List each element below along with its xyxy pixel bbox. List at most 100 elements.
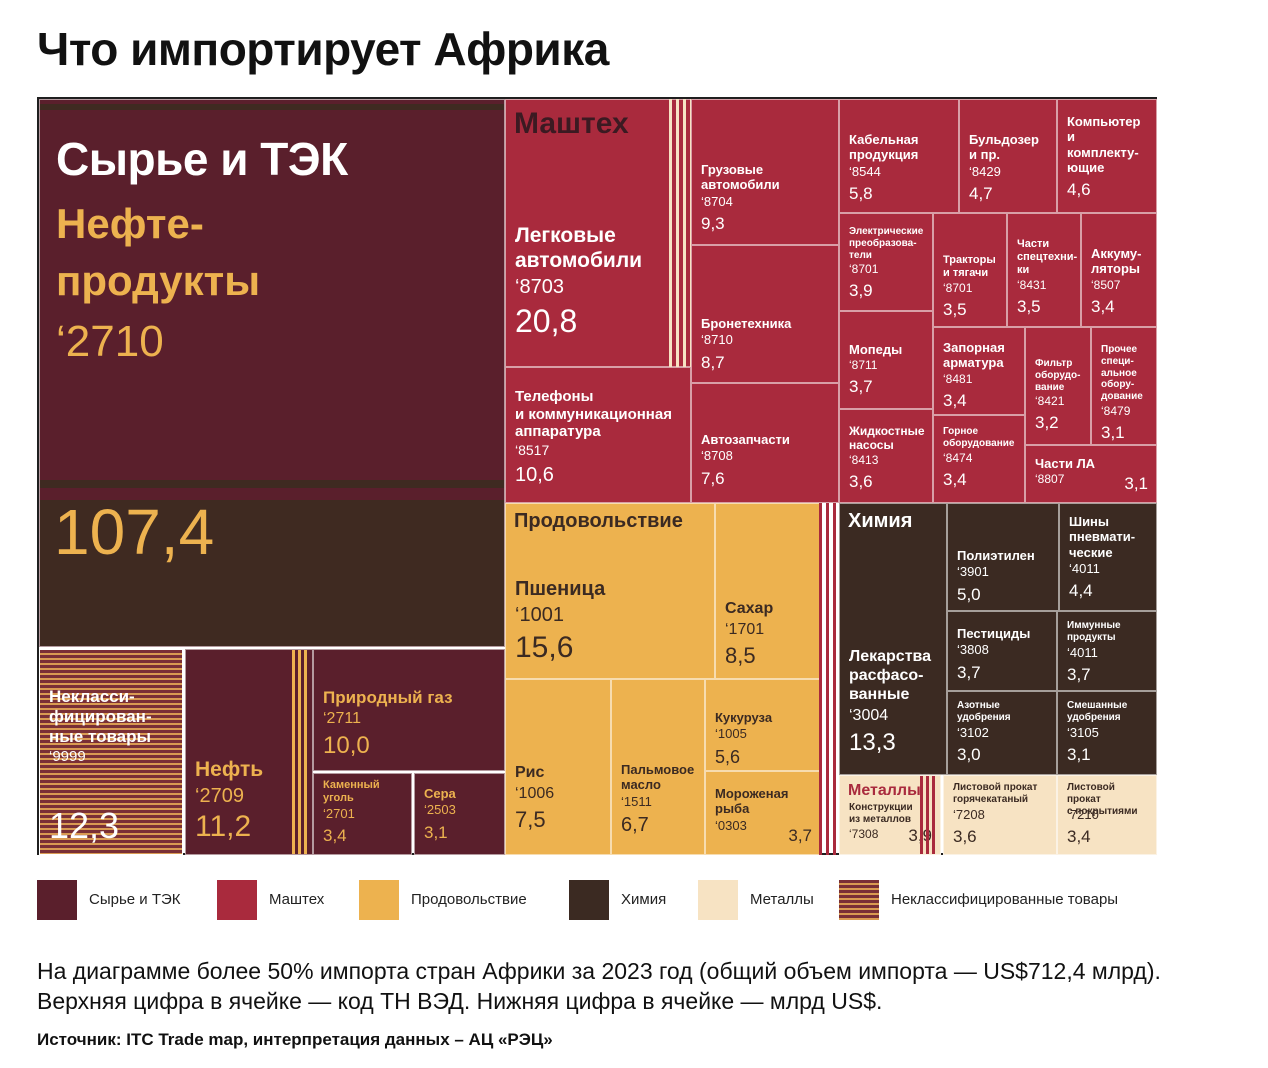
cell-label: Кабельная продукция [849,132,919,163]
cell-code: ‘8507 [1091,277,1121,292]
cell-value: 3,7 [788,826,812,845]
cell-code: ‘2701 [323,805,355,821]
treemap-cell: Рис ‘1006 7,5 [505,679,611,855]
cell-code: ‘9999 [49,748,86,766]
legend-item: Неклассифицированные товары [839,880,1169,920]
cell-value: 3,1 [1067,744,1091,764]
group-label: Металлы [848,782,921,799]
treemap-cell: Сера ‘2503 3,1 [414,773,505,855]
cell-code: ‘8807 [1035,472,1065,487]
treemap-cell: Телефоны и коммуникационная аппаратура ‘8… [505,367,691,503]
cell-code: ‘8701 [943,280,973,295]
cell-label: Тракторы и тягачи [943,254,996,279]
cell-label: Лекарства расфасо- ванные [849,648,932,703]
cell-value: 4,6 [1067,180,1091,200]
cell-code: ‘7308 [849,826,879,841]
legend-label: Неклассифицированные товары [891,891,1119,908]
treemap-cell: Листовой прокат горячекатаный ‘7208 3,6 [943,775,1057,855]
cell-code: ‘2503 [424,802,456,818]
legend-label: Металлы [750,891,814,908]
cell-label: Аккуму- ляторы [1091,246,1142,277]
cell-code: ‘4011 [1069,561,1100,577]
cell-label: Автозапчасти [701,432,790,447]
cell-label: Пальмовое масло [621,762,695,793]
cell-label: Пшеница [515,578,606,600]
cell-label: Смешанные удобрения [1067,700,1128,723]
legend-item: Химия [569,880,899,920]
treemap-cell: Смешанные удобрения ‘3105 3,1 [1057,691,1157,775]
legend-label: Маштех [269,891,325,908]
cell-code: ‘3901 [957,564,989,580]
legend-item: Металлы [698,880,1028,920]
chart-title: Что импортирует Африка [37,23,609,75]
cell-value: 3,7 [1067,664,1091,684]
treemap-cell: Бульдозер и пр. ‘8429 4,7 [959,99,1057,213]
legend-item: Маштех [217,880,547,920]
cell-code: ‘1001 [515,603,564,626]
cell-label: Бронетехника [701,316,792,331]
treemap-cell: Жидкостные насосы ‘8413 3,6 [839,409,933,503]
treemap-cell: Природный газ ‘2711 10,0 [313,649,505,771]
cell-value: 7,6 [701,468,725,488]
cell-code: ‘8481 [943,371,973,386]
cell-label: Нефте- продукты [56,200,261,304]
cell-value: 4,4 [1069,581,1093,601]
cell-value: 3,0 [957,744,981,764]
legend-label: Продовольствие [411,891,527,908]
cell-label: Компьютер и комплекту- ющие [1067,114,1141,175]
treemap-cell: Сахар ‘1701 8,5 [715,503,821,679]
cell-label: Шины пневмати- ческие [1069,514,1136,560]
treemap-cell: Каменный уголь ‘2701 3,4 [313,773,412,855]
cell-label: Мопеды [849,342,903,357]
cell-code: ‘8517 [515,442,550,459]
group-label: Маштех [514,107,629,140]
cell-value: 11,2 [195,810,252,843]
cell-value: 3,5 [1017,296,1041,316]
cell-value: 3,7 [957,662,981,682]
cell-code: ‘0303 [715,817,747,833]
cell-value: 5,8 [849,183,873,203]
treemap-cell: Полиэтилен ‘3901 5,0 [947,503,1059,611]
cell-code: ‘8544 [849,163,881,179]
treemap-cell: Грузовые автомобили ‘8704 9,3 [691,99,839,245]
treemap-cell: Бронетехника ‘8710 8,7 [691,245,839,383]
group-label: Сырье и ТЭК [56,133,348,185]
cell-label: Прочее специ- альное обору- дование [1101,344,1143,403]
cell-code: ‘3808 [957,642,989,658]
cell-label: Сахар [725,600,774,617]
cell-label: Сера [424,786,456,801]
cell-value: 3,4 [1091,296,1115,316]
legend-swatch [698,880,738,920]
cell-value: 3,6 [849,472,873,492]
legend-swatch [569,880,609,920]
cell-value: 3,1 [1101,423,1125,442]
cell-value: 15,6 [515,630,574,664]
cell-code: ‘1005 [715,726,747,742]
cell-value: 10,6 [515,463,554,486]
cell-separator [40,488,504,500]
cell-code: ‘8703 [515,275,564,298]
cell-label: Листовой прокат с покрытиями [1067,782,1138,817]
treemap-cell: Автозапчасти ‘8708 7,6 [691,383,839,503]
cell-band [40,104,504,110]
cell-code: ‘8479 [1101,404,1131,418]
cell-value: 9,3 [701,213,725,233]
cell-value: 3,7 [849,377,873,397]
cell-label: Части ЛА [1035,456,1096,471]
treemap-cell: Электрические преобразова- тели ‘8701 3,9 [839,213,933,311]
cell-label: Природный газ [323,688,453,707]
treemap-cell: Части спецтехни- ки ‘8431 3,5 [1007,213,1081,327]
legend-swatch [217,880,257,920]
cell-value: 107,4 [54,496,215,568]
treemap-cell: Горное оборудование ‘8474 3,4 [933,415,1025,503]
cell-value: 5,0 [957,584,981,604]
cell-label: Пестициды [957,626,1031,641]
treemap-cell: Азотные удобрения ‘3102 3,0 [947,691,1057,775]
treemap-cell: Тракторы и тягачи ‘8701 3,5 [933,213,1007,327]
cell-code: ‘8704 [701,193,733,209]
cell-value: 8,7 [701,352,725,372]
treemap-cell: Запорная арматура ‘8481 3,4 [933,327,1025,415]
treemap-cell: Иммунные продукты ‘4011 3,7 [1057,611,1157,691]
cell-label: Жидкостные насосы [849,424,925,453]
